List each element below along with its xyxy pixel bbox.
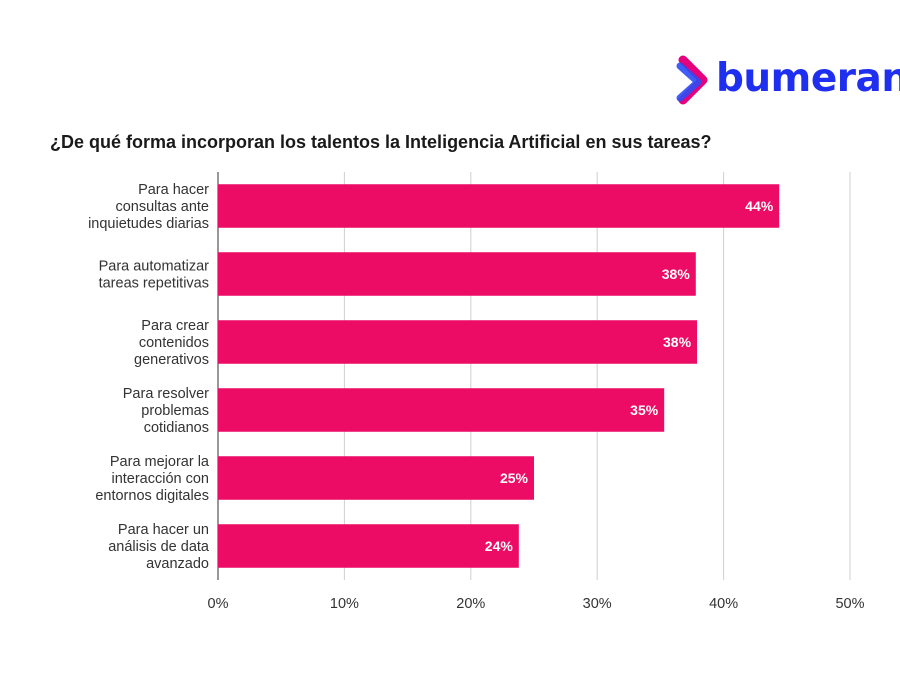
- bar-value-label: 44%: [745, 198, 774, 214]
- x-tick-label: 20%: [456, 596, 485, 612]
- x-tick-label: 10%: [330, 596, 359, 612]
- logo-wordmark: bumeran: [716, 56, 900, 101]
- bars: 44% 38% 38% 35% 25% 24%: [218, 184, 780, 568]
- bar: [218, 252, 696, 296]
- gridlines: [217, 172, 851, 580]
- boomerang-chevron-icon: [676, 55, 708, 105]
- bumeran-logo: bumeran: [676, 52, 900, 112]
- category-label: Para hacer consultas ante inquietudes diar…: [88, 182, 209, 232]
- bar: [218, 320, 698, 364]
- bar: [218, 456, 534, 500]
- x-axis-tick-labels: 0% 10% 20% 30% 40% 50%: [208, 596, 865, 612]
- bar: [218, 184, 780, 228]
- category-label: Para resolver problemas cotidianos: [123, 386, 209, 436]
- bar-value-label: 38%: [663, 334, 692, 350]
- x-tick-label: 0%: [208, 596, 229, 612]
- category-label: Para crear contenidos generativos: [134, 318, 209, 368]
- x-tick-label: 30%: [583, 596, 612, 612]
- chart-title: ¿De qué forma incorporan los talentos la…: [50, 132, 712, 152]
- bar: [218, 524, 519, 568]
- category-label: Para mejorar la interacción con entornos d…: [95, 454, 210, 504]
- x-tick-label: 40%: [709, 596, 738, 612]
- x-tick-label: 50%: [835, 596, 864, 612]
- category-label: Para automatizar tareas repetitivas: [99, 259, 210, 292]
- category-label: Para hacer un análisis de data avanzado: [108, 522, 210, 572]
- bar-value-label: 25%: [500, 470, 529, 486]
- category-labels: Para hacer consultas ante inquietudes diar…: [88, 182, 210, 572]
- bar-value-label: 38%: [662, 266, 691, 282]
- bar: [218, 388, 665, 432]
- bar-value-label: 35%: [630, 402, 659, 418]
- bar-value-label: 24%: [485, 538, 514, 554]
